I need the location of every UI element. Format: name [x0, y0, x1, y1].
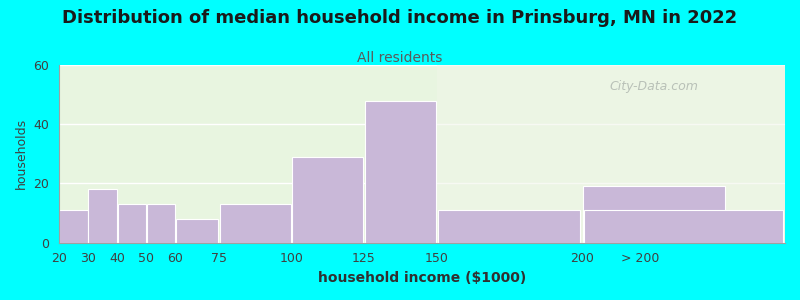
Text: All residents: All residents — [358, 51, 442, 65]
Text: Distribution of median household income in Prinsburg, MN in 2022: Distribution of median household income … — [62, 9, 738, 27]
Bar — [365, 100, 436, 243]
Bar — [219, 204, 290, 243]
Bar — [59, 210, 88, 243]
Bar — [292, 157, 363, 243]
Bar — [438, 210, 580, 243]
Y-axis label: households: households — [15, 118, 28, 189]
Bar — [584, 210, 783, 243]
Bar — [118, 204, 146, 243]
Bar — [89, 189, 117, 243]
Text: City-Data.com: City-Data.com — [610, 80, 698, 93]
X-axis label: household income ($1000): household income ($1000) — [318, 271, 526, 285]
Bar — [437, 50, 800, 243]
Bar — [583, 186, 726, 243]
Bar — [176, 219, 218, 243]
Bar — [146, 204, 175, 243]
